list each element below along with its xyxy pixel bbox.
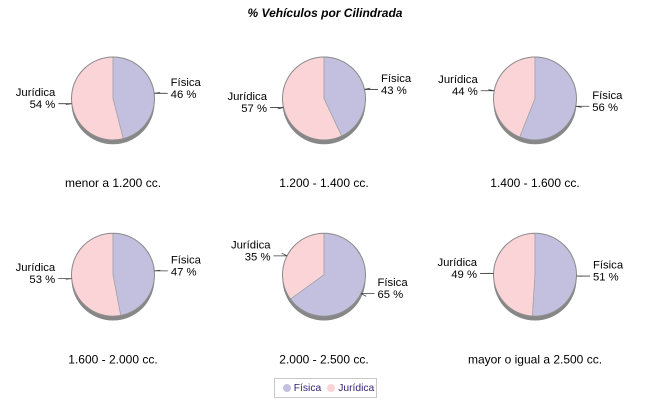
- svg-text:Física: Física: [377, 277, 408, 289]
- svg-text:51 %: 51 %: [593, 272, 619, 284]
- svg-text:47 %: 47 %: [171, 266, 197, 278]
- svg-text:49 %: 49 %: [451, 269, 477, 281]
- svg-text:Física: Física: [171, 254, 202, 266]
- svg-text:mayor o igual a 2.500 cc.: mayor o igual a 2.500 cc.: [468, 352, 602, 366]
- svg-text:35 %: 35 %: [245, 251, 271, 263]
- svg-text:Física: Física: [171, 77, 202, 89]
- svg-text:54 %: 54 %: [30, 99, 56, 111]
- svg-text:Física: Física: [593, 260, 624, 272]
- svg-text:Física: Física: [592, 90, 623, 102]
- svg-text:1.600 - 2.000 cc.: 1.600 - 2.000 cc.: [68, 352, 157, 366]
- svg-text:Jurídica: Jurídica: [227, 91, 267, 103]
- svg-text:1.200 - 1.400 cc.: 1.200 - 1.400 cc.: [279, 176, 368, 190]
- svg-text:46 %: 46 %: [171, 89, 197, 101]
- svg-text:2.000 - 2.500 cc.: 2.000 - 2.500 cc.: [279, 352, 368, 366]
- svg-text:Jurídica: Jurídica: [437, 257, 477, 269]
- svg-text:Jurídica: Jurídica: [16, 262, 56, 274]
- svg-text:1.400 - 1.600 cc.: 1.400 - 1.600 cc.: [490, 176, 579, 190]
- svg-text:65 %: 65 %: [377, 289, 403, 301]
- svg-text:57 %: 57 %: [241, 103, 267, 115]
- svg-text:43 %: 43 %: [381, 85, 407, 97]
- svg-text:Jurídica: Jurídica: [16, 87, 56, 99]
- svg-text:Física: Física: [381, 73, 412, 85]
- svg-text:53 %: 53 %: [29, 274, 55, 286]
- svg-text:56 %: 56 %: [592, 102, 618, 114]
- svg-text:menor a 1.200 cc.: menor a 1.200 cc.: [65, 176, 161, 190]
- svg-text:44 %: 44 %: [452, 86, 478, 98]
- svg-text:Jurídica: Jurídica: [231, 239, 271, 251]
- svg-text:Jurídica: Jurídica: [438, 74, 478, 86]
